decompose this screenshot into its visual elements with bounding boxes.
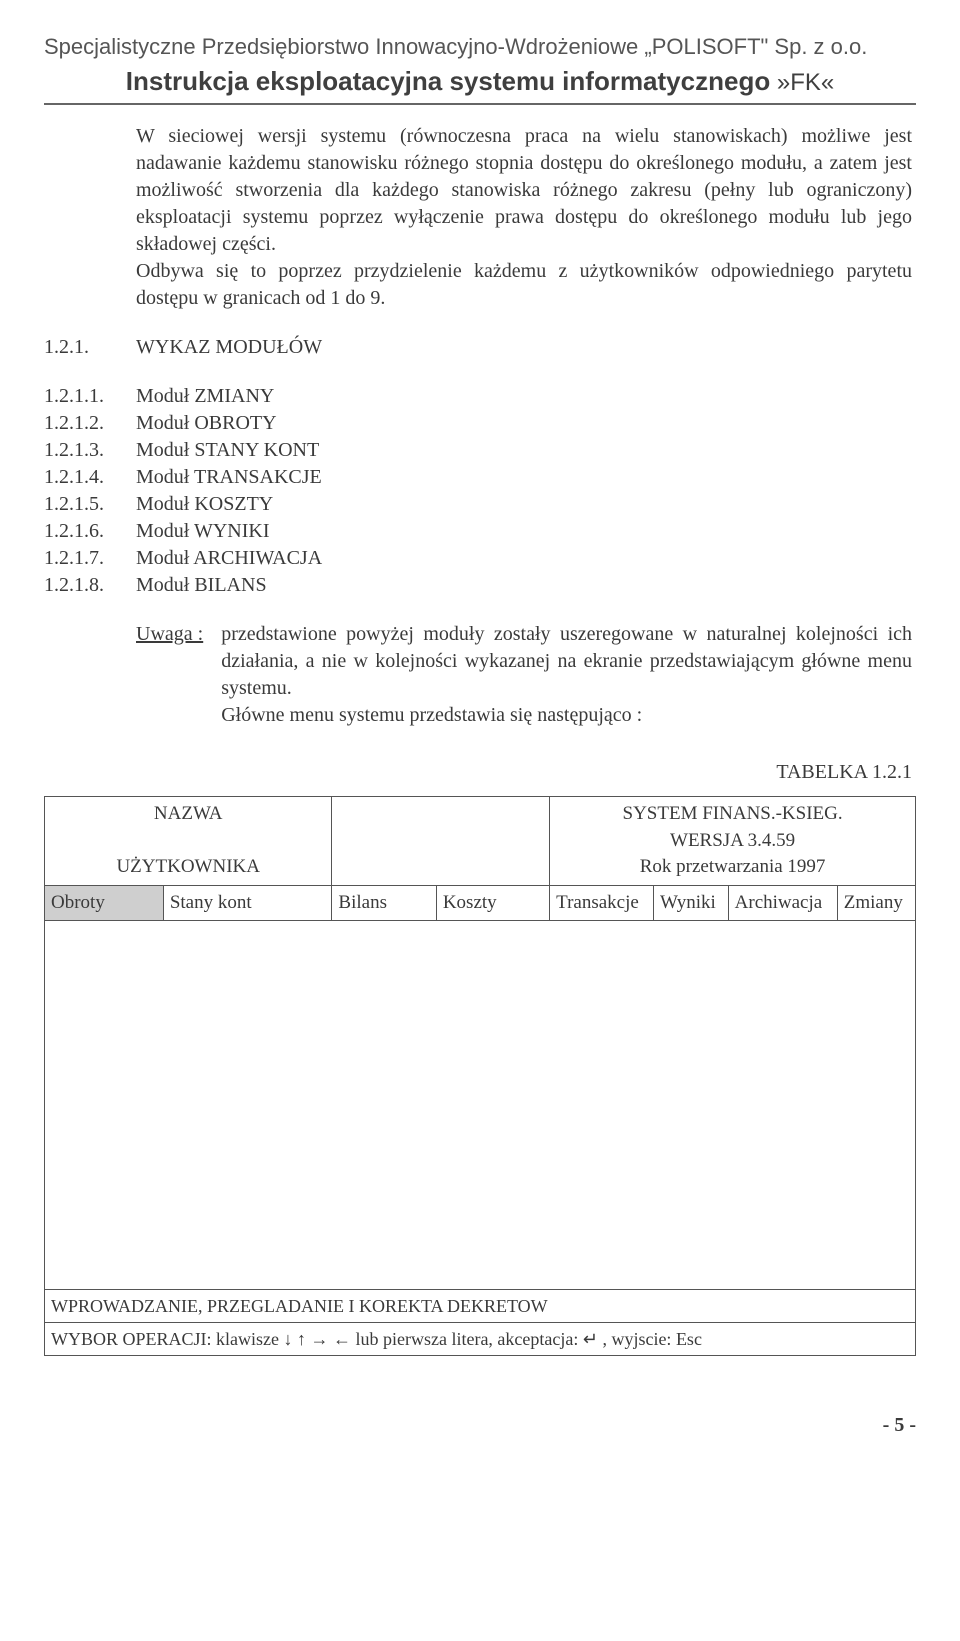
menu-item-zmiany[interactable]: Zmiany (837, 885, 915, 920)
list-item: 1.2.1.1.Moduł ZMIANY (44, 383, 916, 410)
module-number: 1.2.1.1. (44, 383, 136, 410)
screen-menu-row: Obroty Stany kont Bilans Koszty Transakc… (45, 885, 916, 920)
menu-item-koszty[interactable]: Koszty (436, 885, 549, 920)
header-left-line2: UŻYTKOWNIKA (116, 856, 260, 877)
module-label: Moduł KOSZTY (136, 491, 273, 518)
menu-item-stany-kont[interactable]: Stany kont (163, 885, 332, 920)
screen-hint-row: WYBOR OPERACJI: klawisze ↓ ↑ → ← lub pie… (45, 1322, 916, 1355)
menu-item-archiwacja[interactable]: Archiwacja (728, 885, 837, 920)
header-right-line3: Rok przetwarzania 1997 (640, 856, 826, 877)
note-body: przedstawione powyżej moduły zostały usz… (221, 621, 912, 729)
company-header: Specjalistyczne Przedsiębiorstwo Innowac… (44, 32, 916, 62)
screen-table: NAZWA UŻYTKOWNIKA SYSTEM FINANS.-KSIEG. … (44, 796, 916, 1356)
note-text-2: Główne menu systemu przedstawia się nast… (221, 704, 642, 726)
note-label: Uwaga : (136, 621, 203, 729)
section-heading: 1.2.1. WYKAZ MODUŁÓW (44, 334, 916, 361)
module-label: Moduł WYNIKI (136, 518, 270, 545)
module-number: 1.2.1.6. (44, 518, 136, 545)
section-title: WYKAZ MODUŁÓW (136, 334, 322, 361)
header-right-line1: SYSTEM FINANS.-KSIEG. (623, 803, 843, 824)
section-number: 1.2.1. (44, 334, 136, 361)
screen-status-row: WPROWADZANIE, PRZEGLADANIE I KOREKTA DEK… (45, 1289, 916, 1322)
menu-item-obroty[interactable]: Obroty (45, 885, 164, 920)
list-item: 1.2.1.7.Moduł ARCHIWACJA (44, 545, 916, 572)
list-item: 1.2.1.2.Moduł OBROTY (44, 410, 916, 437)
menu-item-transakcje[interactable]: Transakcje (550, 885, 654, 920)
module-label: Moduł ZMIANY (136, 383, 274, 410)
menu-item-wyniki[interactable]: Wyniki (653, 885, 728, 920)
screen-header-row: NAZWA UŻYTKOWNIKA SYSTEM FINANS.-KSIEG. … (45, 797, 916, 886)
note-text-1: przedstawione powyżej moduły zostały usz… (221, 623, 912, 699)
table-caption: TABELKA 1.2.1 (44, 759, 912, 786)
menu-item-bilans[interactable]: Bilans (332, 885, 436, 920)
module-label: Moduł BILANS (136, 572, 267, 599)
module-label: Moduł TRANSAKCJE (136, 464, 322, 491)
manual-title-main: Instrukcja eksploatacyjna systemu inform… (126, 66, 770, 96)
list-item: 1.2.1.6.Moduł WYNIKI (44, 518, 916, 545)
list-item: 1.2.1.4.Moduł TRANSAKCJE (44, 464, 916, 491)
intro-paragraph-1: W sieciowej wersji systemu (równoczesna … (136, 123, 916, 258)
module-label: Moduł ARCHIWACJA (136, 545, 322, 572)
page-number: - 5 - (44, 1412, 916, 1439)
screen-header-mid (332, 797, 550, 886)
header-left-line1: NAZWA (154, 803, 223, 824)
header-divider (44, 103, 916, 105)
screen-content-area (45, 920, 916, 1289)
screen-header-left: NAZWA UŻYTKOWNIKA (45, 797, 332, 886)
status-text: WPROWADZANIE, PRZEGLADANIE I KOREKTA DEK… (45, 1289, 916, 1322)
header-right-line2: WERSJA 3.4.59 (670, 830, 795, 851)
screen-header-right: SYSTEM FINANS.-KSIEG. WERSJA 3.4.59 Rok … (550, 797, 916, 886)
module-number: 1.2.1.3. (44, 437, 136, 464)
manual-title: Instrukcja eksploatacyjna systemu inform… (44, 64, 916, 99)
module-number: 1.2.1.7. (44, 545, 136, 572)
module-label: Moduł STANY KONT (136, 437, 319, 464)
module-number: 1.2.1.8. (44, 572, 136, 599)
note-block: Uwaga : przedstawione powyżej moduły zos… (136, 621, 916, 729)
module-label: Moduł OBROTY (136, 410, 277, 437)
hint-text: WYBOR OPERACJI: klawisze ↓ ↑ → ← lub pie… (45, 1322, 916, 1355)
list-item: 1.2.1.8.Moduł BILANS (44, 572, 916, 599)
module-number: 1.2.1.2. (44, 410, 136, 437)
module-number: 1.2.1.5. (44, 491, 136, 518)
manual-title-suffix: »FK« (770, 69, 834, 96)
intro-paragraph-2: Odbywa się to poprzez przydzielenie każd… (136, 258, 916, 312)
module-list: 1.2.1.1.Moduł ZMIANY 1.2.1.2.Moduł OBROT… (44, 383, 916, 599)
list-item: 1.2.1.5.Moduł KOSZTY (44, 491, 916, 518)
list-item: 1.2.1.3.Moduł STANY KONT (44, 437, 916, 464)
module-number: 1.2.1.4. (44, 464, 136, 491)
